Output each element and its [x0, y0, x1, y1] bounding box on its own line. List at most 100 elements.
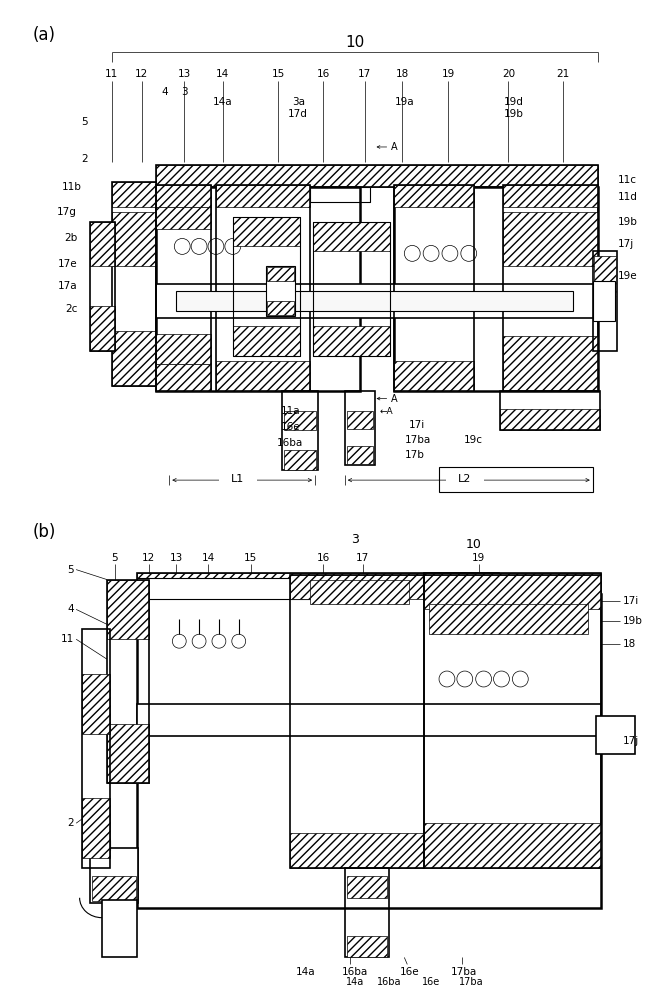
- Bar: [112, 212, 156, 266]
- Text: 17d: 17d: [288, 109, 308, 119]
- Text: 2: 2: [81, 154, 88, 164]
- Bar: [233, 217, 300, 356]
- Bar: [592, 251, 618, 351]
- Bar: [266, 267, 294, 281]
- Text: 16ba: 16ba: [277, 438, 303, 448]
- Bar: [107, 580, 148, 783]
- Text: A: A: [391, 142, 398, 152]
- Bar: [424, 573, 601, 594]
- Bar: [112, 182, 156, 386]
- Bar: [156, 185, 211, 391]
- Text: 15: 15: [271, 69, 285, 79]
- Text: 17i: 17i: [409, 420, 426, 430]
- Text: 18: 18: [396, 69, 409, 79]
- Bar: [503, 185, 598, 391]
- Bar: [284, 450, 316, 470]
- Bar: [313, 222, 391, 251]
- Bar: [137, 578, 330, 599]
- Bar: [137, 573, 499, 594]
- Bar: [266, 301, 294, 315]
- Text: 15: 15: [244, 553, 257, 563]
- Bar: [284, 410, 316, 430]
- Bar: [446, 473, 484, 485]
- Bar: [503, 212, 598, 266]
- Bar: [347, 876, 387, 898]
- Bar: [424, 575, 601, 868]
- Bar: [233, 326, 300, 356]
- Bar: [233, 217, 300, 246]
- Bar: [176, 291, 573, 311]
- Text: 17j: 17j: [618, 239, 633, 249]
- Bar: [347, 936, 387, 957]
- Text: 11: 11: [61, 634, 74, 644]
- Bar: [137, 578, 330, 599]
- Text: 17: 17: [356, 553, 369, 563]
- Text: (a): (a): [33, 26, 55, 44]
- Text: A: A: [391, 394, 398, 404]
- Bar: [596, 716, 635, 754]
- Bar: [290, 833, 424, 868]
- Text: 13: 13: [170, 553, 183, 563]
- Bar: [313, 326, 391, 356]
- Bar: [107, 724, 148, 783]
- Bar: [90, 222, 115, 266]
- Text: 17: 17: [358, 69, 371, 79]
- Bar: [395, 185, 474, 207]
- Text: 17a: 17a: [57, 281, 77, 291]
- Text: 14: 14: [201, 553, 215, 563]
- Text: 19: 19: [472, 553, 485, 563]
- Bar: [137, 573, 499, 594]
- Bar: [156, 207, 211, 229]
- Bar: [137, 704, 601, 736]
- Text: 12: 12: [135, 69, 148, 79]
- Bar: [266, 266, 296, 316]
- Text: 16: 16: [316, 553, 329, 563]
- Bar: [112, 331, 156, 386]
- Text: 13: 13: [178, 69, 191, 79]
- Bar: [501, 391, 600, 430]
- Bar: [503, 185, 598, 207]
- Text: 19d: 19d: [503, 97, 523, 107]
- Text: 12: 12: [142, 553, 155, 563]
- Text: 2c: 2c: [64, 304, 77, 314]
- Bar: [429, 604, 588, 634]
- Bar: [424, 823, 601, 868]
- Bar: [82, 674, 110, 734]
- Text: L1: L1: [231, 474, 244, 484]
- Text: 3: 3: [181, 87, 187, 97]
- Bar: [90, 306, 115, 351]
- Bar: [424, 573, 601, 594]
- Text: 11b: 11b: [62, 182, 82, 192]
- Text: 19e: 19e: [618, 271, 637, 281]
- Text: 17b: 17b: [404, 450, 424, 460]
- Bar: [156, 187, 360, 391]
- Bar: [395, 185, 474, 391]
- Bar: [112, 182, 156, 207]
- Bar: [594, 256, 616, 296]
- Text: 3a: 3a: [292, 97, 305, 107]
- Text: 11d: 11d: [618, 192, 637, 202]
- Text: 16e: 16e: [422, 977, 440, 987]
- Bar: [216, 185, 310, 391]
- Text: 16ba: 16ba: [377, 977, 402, 987]
- Text: 10: 10: [345, 35, 365, 50]
- Bar: [90, 222, 115, 351]
- Bar: [310, 187, 370, 202]
- Text: 5: 5: [81, 117, 88, 127]
- Bar: [310, 580, 409, 604]
- Bar: [107, 580, 148, 639]
- Bar: [290, 575, 424, 599]
- Text: 5: 5: [111, 553, 118, 563]
- Text: 17g: 17g: [57, 207, 77, 217]
- Text: 19b: 19b: [618, 217, 637, 227]
- Bar: [219, 473, 256, 485]
- Bar: [92, 876, 135, 901]
- Text: 19b: 19b: [622, 616, 643, 626]
- Text: 4: 4: [161, 87, 168, 97]
- Bar: [82, 629, 110, 868]
- Text: 17ba: 17ba: [450, 967, 477, 977]
- Bar: [90, 848, 137, 903]
- Text: 2b: 2b: [64, 233, 77, 243]
- Text: 21: 21: [557, 69, 570, 79]
- Bar: [102, 900, 137, 957]
